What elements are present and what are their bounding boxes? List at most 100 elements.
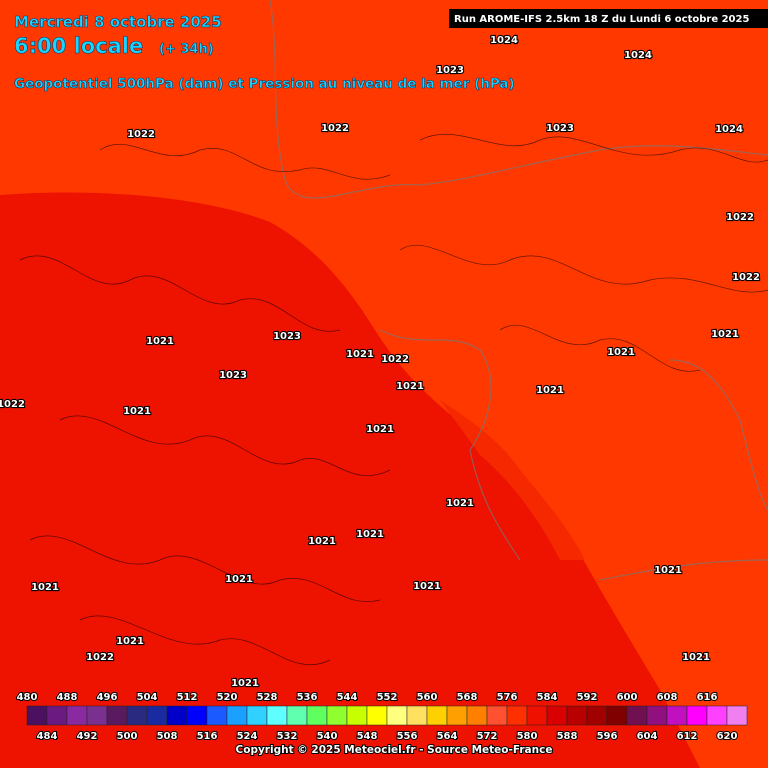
scale-label: 588	[557, 731, 578, 742]
pressure-label: 1021	[346, 349, 374, 360]
scale-box	[186, 705, 208, 726]
scale-label: 576	[497, 692, 518, 703]
scale-box	[666, 705, 688, 726]
pressure-label: 1021	[607, 347, 635, 358]
pressure-label: 1021	[356, 529, 384, 540]
scale-label: 480	[17, 692, 38, 703]
copyright: Copyright © 2025 Meteociel.fr - Source M…	[236, 744, 553, 756]
subtitle: Geopotentiel 500hPa (dam) et Pression au…	[14, 76, 515, 92]
scale-label: 604	[637, 731, 658, 742]
pressure-label: 1022	[86, 652, 114, 663]
scale-label: 612	[677, 731, 698, 742]
color-scale: 480 484 488 492 496 500 504 508 512 516 520 524 528 5…	[16, 691, 748, 743]
scale-box	[446, 705, 468, 726]
scale-box	[306, 705, 328, 726]
pressure-label: 1022	[0, 399, 25, 410]
contours	[19, 133, 768, 666]
pressure-label: 1024	[715, 124, 743, 135]
scale-label: 496	[97, 692, 118, 703]
scale-label: 556	[397, 731, 418, 742]
scale-label: 532	[277, 731, 298, 742]
pressure-label: 1022	[381, 354, 409, 365]
scale-box	[346, 705, 368, 726]
scale-box	[586, 705, 608, 726]
scale-label: 512	[177, 692, 198, 703]
pressure-label: 1022	[732, 272, 760, 283]
time: 6:00 locale	[14, 34, 143, 58]
scale-box	[686, 705, 708, 726]
scale-label: 616	[697, 692, 718, 703]
scale-label: 504	[137, 692, 158, 703]
low-geopotential-zone	[0, 192, 700, 768]
scale-box	[206, 705, 228, 726]
run-info: Run AROME-IFS 2.5km 18 Z du Lundi 6 octo…	[454, 14, 749, 25]
pressure-label: 1023	[219, 370, 247, 381]
scale-box	[106, 705, 128, 726]
scale-label: 552	[377, 692, 398, 703]
scale-box	[426, 705, 448, 726]
scale-box	[266, 705, 288, 726]
pressure-label: 1021	[711, 329, 739, 340]
date: Mercredi 8 octobre 2025	[14, 13, 222, 31]
scale-box	[86, 705, 108, 726]
scale-label: 484	[37, 731, 58, 742]
scale-box	[526, 705, 548, 726]
scale-box	[366, 705, 388, 726]
scale-label: 560	[417, 692, 438, 703]
borders	[269, 0, 768, 581]
pressure-label: 1021	[536, 385, 564, 396]
pressure-label: 1021	[446, 498, 474, 509]
pressure-label: 1021	[682, 652, 710, 663]
scale-box	[646, 705, 668, 726]
scale-label: 520	[217, 692, 238, 703]
pressure-label: 1021	[146, 336, 174, 347]
scale-label: 564	[437, 731, 458, 742]
scale-label: 528	[257, 692, 278, 703]
scale-label: 600	[617, 692, 638, 703]
scale-label: 508	[157, 731, 178, 742]
scale-label: 536	[297, 692, 318, 703]
scale-box	[466, 705, 488, 726]
scale-label: 488	[57, 692, 78, 703]
pressure-label: 1021	[231, 678, 259, 689]
scale-label: 596	[597, 731, 618, 742]
pressure-label: 1021	[123, 406, 151, 417]
scale-box	[626, 705, 648, 726]
scale-box	[546, 705, 568, 726]
scale-box	[406, 705, 428, 726]
scale-box	[326, 705, 348, 726]
scale-box	[126, 705, 148, 726]
scale-box	[726, 705, 748, 726]
pressure-label: 1022	[321, 123, 349, 134]
pressure-label: 1021	[654, 565, 682, 576]
scale-label: 548	[357, 731, 378, 742]
pressure-label: 1021	[225, 574, 253, 585]
scale-box	[26, 705, 48, 726]
pressure-label: 1024	[624, 50, 652, 61]
offset: (+ 34h)	[159, 42, 214, 57]
pressure-label: 1023	[546, 123, 574, 134]
scale-label: 572	[477, 731, 498, 742]
pressure-label: 1021	[31, 582, 59, 593]
pressure-label: 1021	[366, 424, 394, 435]
scale-box	[566, 705, 588, 726]
pressure-label: 1022	[726, 212, 754, 223]
pressure-label: 1022	[127, 129, 155, 140]
scale-label: 620	[717, 731, 738, 742]
pressure-label: 1021	[308, 536, 336, 547]
scale-box	[506, 705, 528, 726]
run-box	[449, 9, 768, 28]
scale-box	[486, 705, 508, 726]
scale-label: 500	[117, 731, 138, 742]
scale-box	[166, 705, 188, 726]
scale-label: 592	[577, 692, 598, 703]
pressure-label: 1023	[273, 331, 301, 342]
pressure-label: 1021	[413, 581, 441, 592]
scale-box	[286, 705, 308, 726]
scale-box	[46, 705, 68, 726]
scale-label: 544	[337, 692, 358, 703]
scale-box	[246, 705, 268, 726]
pressure-label: 1021	[396, 381, 424, 392]
